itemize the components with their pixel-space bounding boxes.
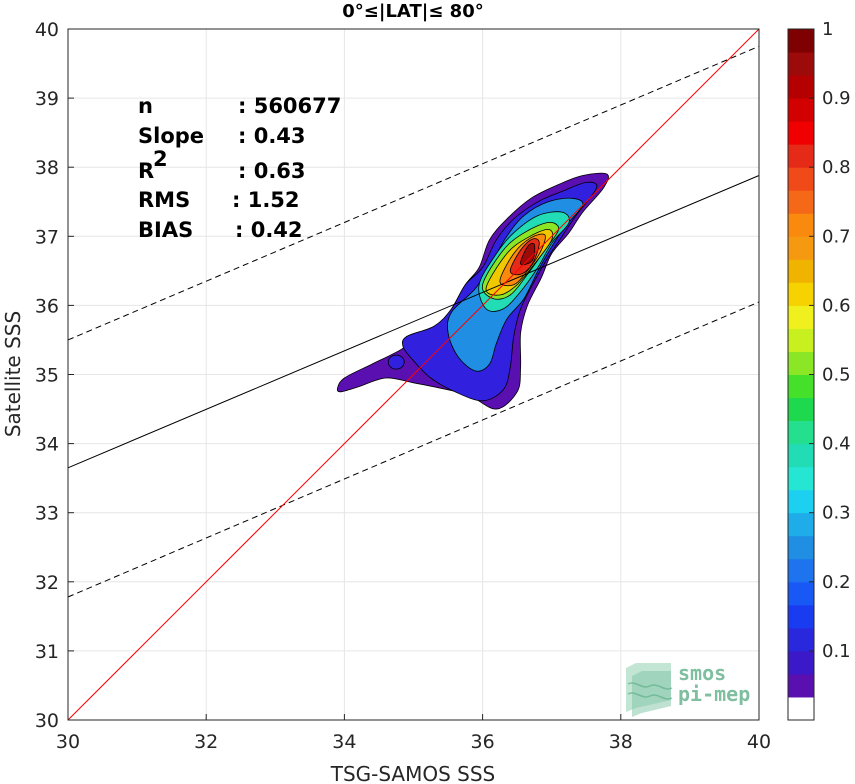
stat-value-r: : 0.63 [238,159,306,183]
colorbar-cell [788,29,814,53]
colorbar-cell [788,397,814,422]
stat-value-rms: : 1.52 [232,188,300,212]
colorbar-cell [788,213,814,237]
colorbar-cell [788,443,814,468]
colorbar-cell [788,489,814,514]
stat-key-slope: Slope [138,124,204,148]
regression-line [67,175,760,469]
y-tick-label: 34 [35,434,59,456]
colorbar-cell [788,420,814,445]
y-tick-label: 39 [35,88,59,110]
x-axis-label: TSG-SAMOS SSS [330,762,496,784]
logo-mark-icon [626,663,673,717]
x-tick-label: 40 [747,731,771,753]
colorbar-cell [788,52,814,76]
colorbar-cell [788,190,814,214]
stat-value-n: : 560677 [238,94,341,118]
colorbar-cell [788,627,814,652]
contour-level-0_95 [520,242,536,266]
colorbar-cell [788,305,814,329]
colorbar-cell [788,466,814,491]
colorbar-cell [788,581,814,606]
colorbar-cell [788,98,814,122]
x-axis-ticks: 30 32 34 36 38 40 [56,714,771,753]
colorbar-cell [788,282,814,306]
colorbar-cell [788,604,814,629]
colorbar-tick-label: 0.9 [822,88,851,109]
y-tick-label: 36 [35,295,59,317]
contour-blob [387,354,405,370]
stat-superscript: 2 [153,147,168,171]
colorbar-cell [788,558,814,583]
logo-line-2: pi-mep [678,682,750,706]
colorbar-tick-label: 0.6 [822,295,851,316]
colorbar-tick-label: 0.7 [822,226,851,247]
x-tick-label: 34 [332,731,356,753]
y-tick-label: 37 [35,226,59,248]
x-tick-label: 38 [609,731,633,753]
x-tick-label: 36 [471,731,495,753]
logo-line-1: smos [678,661,726,685]
colorbar-cell [788,512,814,537]
statistics-box: n : 560677 Slope : 0.43 R2 : 0.63 RMS : 1.52 BIA… [138,94,341,242]
colorbar-cell [788,259,814,283]
stat-key-rms: RMS [138,188,190,212]
stat-key-bias: BIAS [138,218,193,242]
colorbar-cell [788,167,814,191]
colorbar-tick-label: 0.2 [822,572,851,593]
y-tick-label: 35 [35,365,59,387]
y-tick-label: 40 [35,19,59,41]
stat-key-n: n [138,94,153,118]
colorbar-cell [788,696,814,721]
y-tick-label: 33 [35,503,59,525]
one-to-one-line [67,28,760,721]
colorbar-tick-label: 0.8 [822,157,851,178]
density-contours [336,172,609,410]
colorbar-tick-label: 0.4 [822,434,851,455]
x-tick-label: 30 [56,731,80,753]
colorbar-cell [788,673,814,698]
y-axis-label: Satellite SSS [1,311,25,437]
regression-lines [67,28,760,721]
colorbar-cell [788,328,814,352]
x-tick-label: 32 [194,731,218,753]
y-axis-ticks: 30 31 32 33 34 35 36 37 38 39 40 [35,19,74,732]
colorbar: 0.1 0.2 0.3 0.4 0.5 0.6 0.7 0.8 0.9 1 [787,19,851,721]
colorbar-cell [788,144,814,168]
colorbar-cell [788,121,814,145]
colorbar-tick-label: 1 [822,19,833,40]
colorbar-cell [788,351,814,375]
colorbar-cell [788,374,814,399]
chart-title: 0°≤|LAT|≤ 80° [342,1,483,22]
colorbar-tick-label: 0.5 [822,365,851,386]
y-tick-label: 38 [35,157,59,179]
stat-key-r: R [138,159,154,183]
stat-value-slope: : 0.43 [238,124,306,148]
colorbar-tick-label: 0.1 [822,641,851,662]
y-tick-label: 31 [35,641,59,663]
colorbar-cell [788,75,814,99]
upper-bound-line [67,45,760,341]
colorbar-cell [788,236,814,260]
y-tick-label: 32 [35,572,59,594]
smos-pi-mep-logo: smos pi-mep [626,661,750,717]
lower-bound-line [67,301,760,598]
colorbar-tick-label: 0.3 [822,503,851,524]
colorbar-cell [788,650,814,675]
y-tick-label: 30 [35,710,59,732]
stat-value-bias: : 0.42 [235,218,303,242]
colorbar-cell [788,535,814,560]
